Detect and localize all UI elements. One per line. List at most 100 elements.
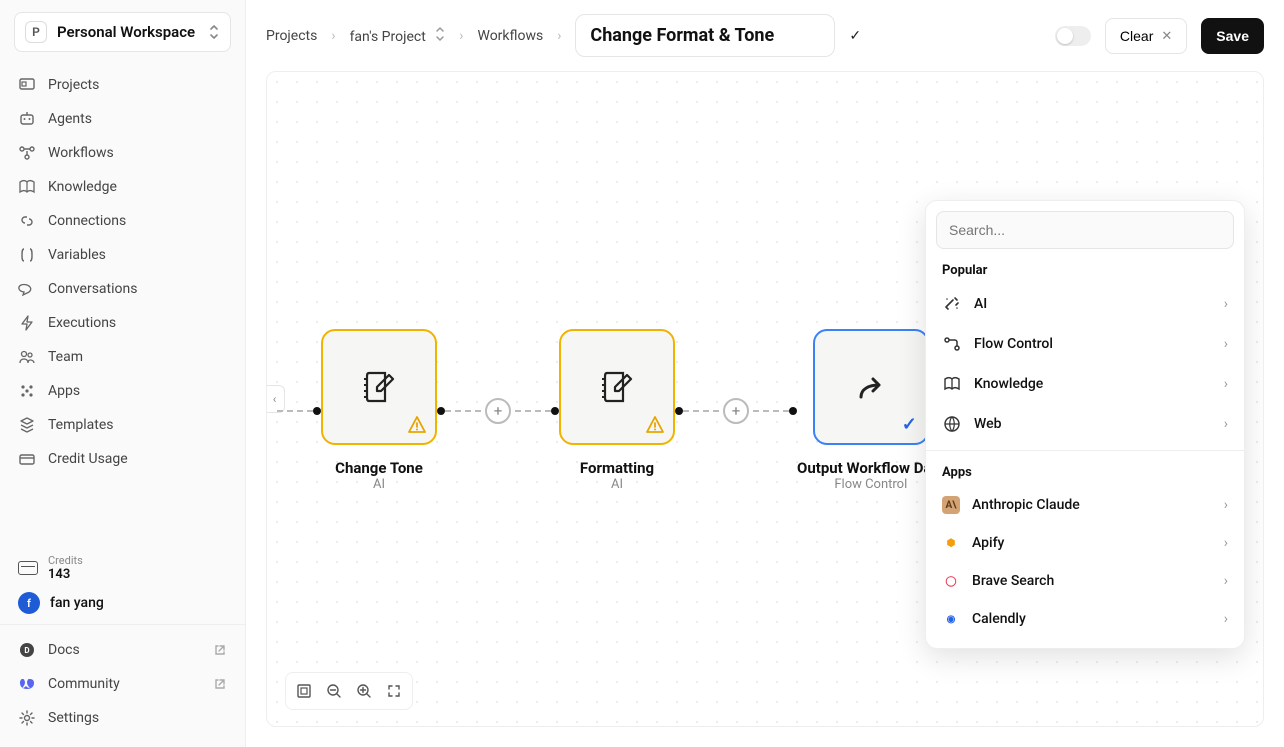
sidebar-item-knowledge[interactable]: Knowledge bbox=[6, 170, 239, 204]
svg-text:D: D bbox=[24, 646, 29, 655]
sidebar-item-label: Credit Usage bbox=[48, 451, 128, 467]
external-link-icon bbox=[213, 677, 227, 691]
sidebar-item-settings[interactable]: Settings bbox=[6, 701, 239, 735]
connections-icon bbox=[18, 212, 36, 230]
credits-value: 143 bbox=[48, 567, 83, 582]
node-picker-panel: Popular AI › Flow Control › Knowledge › bbox=[925, 200, 1245, 649]
sidebar-item-docs[interactable]: D Docs bbox=[6, 633, 239, 667]
sidebar-item-label: Conversations bbox=[48, 281, 137, 297]
chevron-right-icon: › bbox=[1224, 573, 1228, 589]
search-input[interactable] bbox=[936, 211, 1234, 249]
sidebar-item-label: Team bbox=[48, 349, 83, 365]
flow-control-icon bbox=[942, 334, 962, 354]
breadcrumb-project[interactable]: fan's Project bbox=[350, 27, 446, 45]
main: Projects › fan's Project › Workflows › C… bbox=[246, 0, 1284, 747]
connector-dot bbox=[313, 407, 321, 415]
agents-icon bbox=[18, 110, 36, 128]
workflow-node[interactable]: ✓ Output Workflow Data Flow Control bbox=[797, 329, 945, 492]
breadcrumb-projects[interactable]: Projects bbox=[266, 28, 317, 44]
close-icon: ✕ bbox=[1161, 28, 1172, 44]
ai-icon bbox=[942, 294, 962, 314]
knowledge-icon bbox=[18, 178, 36, 196]
panel-item-label: Apify bbox=[972, 535, 1212, 551]
panel-item-web[interactable]: Web › bbox=[936, 404, 1234, 444]
panel-item-apify[interactable]: ⬢ Apify › bbox=[936, 524, 1234, 562]
sidebar-item-workflows[interactable]: Workflows bbox=[6, 136, 239, 170]
workflows-icon bbox=[18, 144, 36, 162]
panel-item-flow-control[interactable]: Flow Control › bbox=[936, 324, 1234, 364]
connector-dot bbox=[789, 407, 797, 415]
sidebar-item-templates[interactable]: Templates bbox=[6, 408, 239, 442]
breadcrumb-project-label: fan's Project bbox=[350, 29, 426, 45]
sidebar-item-apps[interactable]: Apps bbox=[6, 374, 239, 408]
node-title: Formatting bbox=[580, 459, 654, 477]
panel-item-brave[interactable]: ◯ Brave Search › bbox=[936, 562, 1234, 600]
docs-icon: D bbox=[18, 641, 36, 659]
sidebar-item-credit-usage[interactable]: Credit Usage bbox=[6, 442, 239, 476]
workflow-title-input[interactable]: Change Format & Tone bbox=[575, 14, 835, 57]
avatar: f bbox=[18, 592, 40, 614]
community-icon bbox=[18, 675, 36, 693]
panel-item-label: Calendly bbox=[972, 611, 1212, 627]
credits-display[interactable]: Credits 143 bbox=[18, 554, 227, 582]
chevron-right-icon: › bbox=[1224, 336, 1228, 352]
panel-heading-popular: Popular bbox=[942, 263, 1228, 278]
sidebar-item-connections[interactable]: Connections bbox=[6, 204, 239, 238]
panel-item-anthropic[interactable]: A\ Anthropic Claude › bbox=[936, 486, 1234, 524]
zoom-out-button[interactable] bbox=[320, 677, 348, 705]
node-subtitle: AI bbox=[373, 477, 385, 492]
panel-item-knowledge[interactable]: Knowledge › bbox=[936, 364, 1234, 404]
save-button[interactable]: Save bbox=[1201, 18, 1264, 54]
zoom-fit-button[interactable] bbox=[290, 677, 318, 705]
sidebar-item-label: Agents bbox=[48, 111, 92, 127]
chevron-up-down-icon bbox=[208, 24, 220, 40]
user-menu[interactable]: f fan yang bbox=[18, 592, 227, 614]
workflow-node[interactable]: Change Tone AI bbox=[321, 329, 437, 492]
web-icon bbox=[942, 414, 962, 434]
panel-item-ai[interactable]: AI › bbox=[936, 284, 1234, 324]
chevron-right-icon: › bbox=[331, 28, 335, 44]
sidebar-item-label: Docs bbox=[48, 642, 80, 658]
add-node-button[interactable]: + bbox=[723, 398, 749, 424]
note-edit-icon bbox=[593, 363, 641, 411]
sidebar-item-label: Executions bbox=[48, 315, 116, 331]
knowledge-icon bbox=[942, 374, 962, 394]
sidebar-item-label: Connections bbox=[48, 213, 126, 229]
panel-item-label: Knowledge bbox=[974, 376, 1212, 392]
variables-icon bbox=[18, 246, 36, 264]
sidebar-item-executions[interactable]: Executions bbox=[6, 306, 239, 340]
topbar: Projects › fan's Project › Workflows › C… bbox=[246, 0, 1284, 71]
projects-icon bbox=[18, 76, 36, 94]
fullscreen-button[interactable] bbox=[380, 677, 408, 705]
settings-icon bbox=[18, 709, 36, 727]
external-link-icon bbox=[213, 643, 227, 657]
note-edit-icon bbox=[355, 363, 403, 411]
workflow-node[interactable]: Formatting AI bbox=[559, 329, 675, 492]
sidebar-item-projects[interactable]: Projects bbox=[6, 68, 239, 102]
chevron-right-icon: › bbox=[1224, 611, 1228, 627]
chevron-right-icon: › bbox=[1224, 416, 1228, 432]
sidebar-item-variables[interactable]: Variables bbox=[6, 238, 239, 272]
canvas[interactable]: ‹ Change Tone bbox=[266, 71, 1264, 727]
node-subtitle: Flow Control bbox=[834, 477, 907, 492]
connector-dot bbox=[675, 407, 683, 415]
sidebar-item-community[interactable]: Community bbox=[6, 667, 239, 701]
chevron-right-icon: › bbox=[1224, 376, 1228, 392]
breadcrumb-workflows[interactable]: Workflows bbox=[477, 28, 543, 44]
panel-item-calendly[interactable]: ◉ Calendly › bbox=[936, 600, 1234, 638]
sidebar-item-agents[interactable]: Agents bbox=[6, 102, 239, 136]
connector-dot bbox=[437, 407, 445, 415]
publish-toggle[interactable] bbox=[1055, 26, 1091, 46]
workspace-switcher[interactable]: P Personal Workspace bbox=[14, 12, 231, 52]
sidebar-item-conversations[interactable]: Conversations bbox=[6, 272, 239, 306]
zoom-in-button[interactable] bbox=[350, 677, 378, 705]
conversations-icon bbox=[18, 280, 36, 298]
workspace-name: Personal Workspace bbox=[57, 23, 198, 41]
chevron-right-icon: › bbox=[557, 28, 561, 44]
clear-button[interactable]: Clear ✕ bbox=[1105, 18, 1187, 54]
add-node-button[interactable]: + bbox=[485, 398, 511, 424]
sidebar-item-label: Community bbox=[48, 676, 120, 692]
sidebar-item-team[interactable]: Team bbox=[6, 340, 239, 374]
user-name: fan yang bbox=[50, 595, 104, 611]
sidebar-nav: Projects Agents Workflows Knowledge Conn… bbox=[0, 66, 245, 478]
